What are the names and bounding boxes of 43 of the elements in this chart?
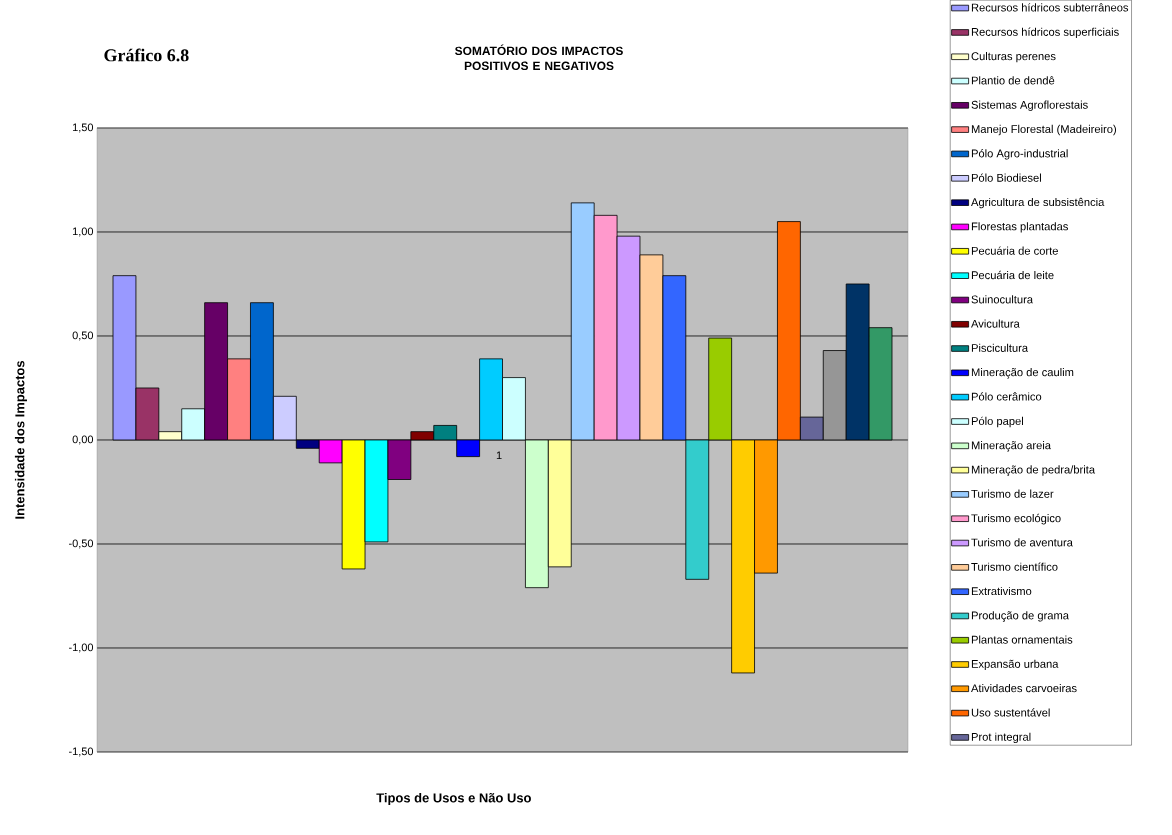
legend-label: Turismo ecológico <box>971 513 1061 525</box>
y-tick-label: 1,00 <box>72 227 94 237</box>
legend-label: Uso sustentável <box>971 708 1050 717</box>
legend-label: Pólo Agro-industrial <box>971 149 1068 160</box>
legend-label: Turismo de lazer <box>971 489 1054 498</box>
legend-label: Turismo de aventura <box>971 538 1073 547</box>
legend-label: Florestas plantadas <box>971 222 1068 233</box>
legend-label: Mineração de pedra/brita <box>971 465 1096 476</box>
legend-label: Pecuária de corte <box>971 246 1058 255</box>
legend-label: Mineração de caulim <box>971 368 1074 379</box>
y-tick-label: -0,50 <box>68 539 94 549</box>
x-axis-title: Tipos de Usos e Não Uso <box>376 792 531 806</box>
legend-label: Agricultura de subsistência <box>971 197 1105 209</box>
y-tick-label: 0,50 <box>72 331 94 341</box>
legend-label: Pólo papel <box>971 416 1023 428</box>
y-tick-label: 0,00 <box>72 435 94 445</box>
legend-label: Avicultura <box>971 319 1020 328</box>
x-tick-label: 1 <box>496 451 502 460</box>
legend-label: Recursos hídricos subterrâneos <box>971 3 1129 12</box>
legend-label: Pólo Biodiesel <box>971 173 1041 182</box>
legend-label: Plantas ornamentais <box>971 635 1073 644</box>
legend-label: Manejo Florestal (Madeireiro) <box>971 124 1116 136</box>
legend-label: Expansão urbana <box>971 659 1059 671</box>
y-tick-label: -1,00 <box>68 643 94 653</box>
y-tick-label: 1,50 <box>72 123 94 133</box>
legend-label: Atividades carvoeiras <box>971 683 1077 693</box>
legend-label: Suinocultura <box>971 295 1034 304</box>
legend-label: Produção de grama <box>971 611 1069 622</box>
legend-label: Turismo científico <box>971 562 1058 571</box>
legend-label: Prot integral <box>971 732 1031 744</box>
legend-label: Extrativismo <box>971 586 1032 596</box>
text: Gráfico 6.8 <box>104 48 189 62</box>
legend-label: Mineração areia <box>971 441 1051 452</box>
legend-label: Pecuária de leite <box>971 270 1054 280</box>
y-tick-label: -1,50 <box>68 747 94 757</box>
y-axis-title: Intensidade dos Impactos <box>14 360 27 519</box>
legend-label: Sistemas Agroflorestais <box>971 100 1088 111</box>
legend-label: Plantio de dendê <box>971 76 1055 85</box>
legend-label: Culturas perenes <box>971 51 1056 63</box>
legend-label: Piscicultura <box>971 343 1029 352</box>
chart-title: SOMATÓRIO DOS IMPACTOS POSITIVOS E NEGATIVOS <box>455 44 623 71</box>
legend-label: Pólo cerâmico <box>971 392 1042 401</box>
legend-label: Recursos hídricos superficiais <box>971 27 1119 39</box>
